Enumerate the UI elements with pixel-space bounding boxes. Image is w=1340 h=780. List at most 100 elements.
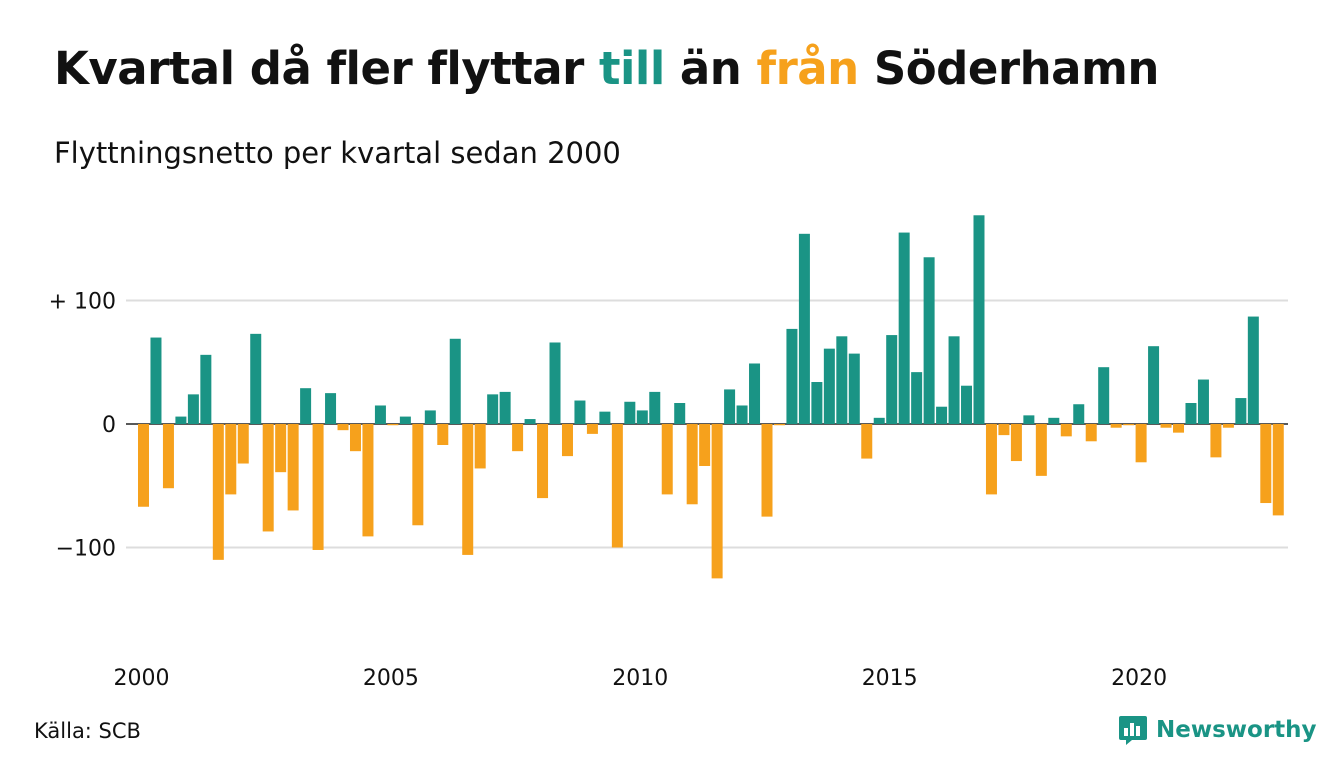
bar-negative xyxy=(773,424,785,426)
bar-negative xyxy=(1035,424,1047,476)
bar-positive xyxy=(1048,417,1060,424)
bar-negative xyxy=(1135,424,1147,463)
bar-negative xyxy=(1010,424,1022,462)
bar-positive xyxy=(574,400,586,424)
bar-negative xyxy=(686,424,698,505)
bar-positive xyxy=(948,336,960,424)
bar-negative xyxy=(337,424,349,431)
bar-positive xyxy=(936,406,948,424)
source-label: Källa: SCB xyxy=(34,719,141,743)
bar-positive xyxy=(798,233,810,424)
bar-positive xyxy=(1197,379,1209,424)
bar-positive xyxy=(187,394,199,424)
bar-positive xyxy=(200,354,212,424)
x-tick-label: 2015 xyxy=(862,666,918,691)
title-text-3: Söderhamn xyxy=(858,42,1160,95)
title-text-1: Kvartal då fler flyttar xyxy=(54,42,599,95)
chart-title: Kvartal då fler flyttar till än från Söd… xyxy=(54,42,1159,95)
bar-positive xyxy=(911,372,923,424)
bar-negative xyxy=(1272,424,1284,516)
bar-negative xyxy=(262,424,274,532)
bar-negative xyxy=(512,424,524,452)
bar-positive xyxy=(524,419,536,424)
bar-negative xyxy=(661,424,673,495)
bar-positive xyxy=(1235,398,1247,424)
bar-negative xyxy=(537,424,549,499)
bar-negative xyxy=(275,424,287,473)
bar-negative xyxy=(561,424,573,457)
bar-positive xyxy=(674,403,686,424)
bar-positive xyxy=(449,338,461,424)
title-fran-highlight: från xyxy=(756,42,860,95)
bar-negative xyxy=(138,424,149,507)
bar-negative xyxy=(1210,424,1222,458)
bar-positive xyxy=(624,401,636,424)
bar-positive xyxy=(811,382,823,424)
bar-negative xyxy=(387,424,399,426)
bar-negative xyxy=(611,424,623,548)
bar-negative xyxy=(1160,424,1172,428)
bar-negative xyxy=(1123,424,1135,426)
chart-subtitle: Flyttningsnetto per kvartal sedan 2000 xyxy=(54,136,621,170)
x-tick-label: 2020 xyxy=(1111,666,1167,691)
y-tick-label: −100 xyxy=(56,537,116,562)
bar-positive xyxy=(898,232,910,424)
title-text-2: än xyxy=(664,42,757,95)
bar-positive xyxy=(1247,316,1259,425)
bar-positive xyxy=(150,337,162,424)
x-tick-label: 2005 xyxy=(363,666,419,691)
bar-negative xyxy=(985,424,997,495)
bar-negative xyxy=(586,424,598,434)
bars xyxy=(138,215,1284,579)
newsworthy-logo: Newsworthy xyxy=(1118,714,1317,746)
bar-positive xyxy=(749,363,761,425)
bar-negative xyxy=(412,424,424,526)
bar-positive xyxy=(1185,403,1197,424)
bar-positive xyxy=(549,342,561,424)
bar-negative xyxy=(212,424,224,560)
y-tick-label: + 100 xyxy=(49,290,116,315)
brand-name: Newsworthy xyxy=(1156,717,1317,743)
bar-positive xyxy=(399,416,411,424)
x-axis-ticks: 2000 2005 2010 2015 2020 xyxy=(114,666,1168,691)
bar-negative xyxy=(474,424,486,469)
bar-negative xyxy=(1110,424,1122,428)
bar-positive xyxy=(487,394,499,424)
bar-negative xyxy=(162,424,174,489)
bar-positive xyxy=(886,335,898,424)
bar-positive xyxy=(649,391,661,424)
bar-positive xyxy=(923,257,935,424)
bar-positive xyxy=(300,388,312,425)
x-tick-label: 2010 xyxy=(612,666,668,691)
bar-negative xyxy=(1222,424,1234,428)
bar-negative xyxy=(312,424,324,550)
bar-negative xyxy=(699,424,711,466)
bar-negative xyxy=(237,424,249,464)
bar-positive xyxy=(1148,346,1160,424)
bar-negative xyxy=(349,424,361,452)
bar-positive xyxy=(973,215,985,424)
bar-positive xyxy=(325,393,337,425)
bar-negative xyxy=(1260,424,1272,504)
bar-positive xyxy=(823,348,835,424)
bar-positive xyxy=(724,389,736,424)
bar-negative xyxy=(1085,424,1097,442)
bar-positive xyxy=(736,405,748,425)
y-tick-label: 0 xyxy=(102,413,116,438)
bar-positive xyxy=(1073,404,1085,424)
bar-negative xyxy=(711,424,723,579)
bar-positive xyxy=(636,410,648,425)
bar-positive xyxy=(786,328,798,424)
bar-chart-icon xyxy=(1119,716,1147,745)
bar-negative xyxy=(462,424,474,555)
bar-chart: + 100 0 −100 2000 2005 2010 2015 2020 xyxy=(49,215,1288,691)
bar-negative xyxy=(362,424,374,537)
bar-positive xyxy=(499,391,511,424)
bar-negative xyxy=(287,424,299,511)
bar-negative xyxy=(861,424,873,459)
x-tick-label: 2000 xyxy=(114,666,170,691)
bar-positive xyxy=(599,411,611,424)
bar-positive xyxy=(175,416,187,424)
bar-positive xyxy=(1023,415,1035,425)
bar-positive xyxy=(873,417,885,424)
